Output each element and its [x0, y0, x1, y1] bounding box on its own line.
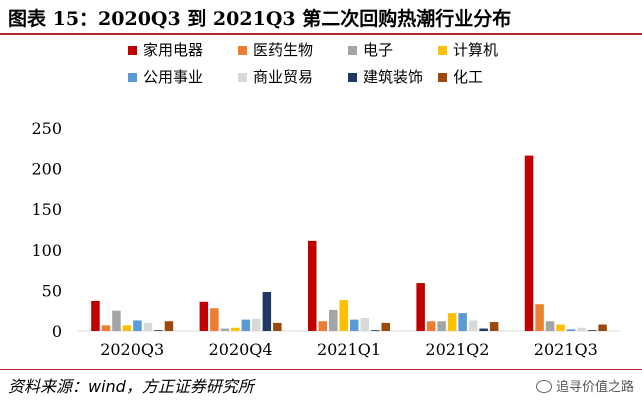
bar	[112, 310, 121, 331]
bar	[241, 319, 251, 331]
bar	[437, 321, 446, 331]
bar	[577, 327, 586, 331]
bar	[371, 330, 380, 331]
bar	[350, 319, 359, 331]
bar	[164, 321, 174, 331]
x-tick-label: 2021Q1	[317, 340, 381, 359]
bar	[91, 300, 100, 331]
bar	[360, 318, 369, 331]
legend-swatch	[438, 46, 447, 55]
bar	[143, 322, 153, 331]
bar	[122, 325, 132, 331]
bar	[199, 301, 209, 331]
x-tick-label: 2021Q2	[425, 340, 489, 359]
legend-swatch	[438, 73, 447, 82]
source-note: 资料来源：wind，方正证券研究所	[8, 377, 254, 396]
legend-label: 公用事业	[143, 68, 203, 86]
legend-label: 家用电器	[143, 41, 203, 59]
legend-label: 医药生物	[253, 41, 313, 59]
bar	[556, 324, 565, 331]
y-tick-label: 100	[31, 241, 62, 260]
bar	[468, 320, 478, 331]
legend-label: 建筑装饰	[363, 68, 423, 86]
bar	[210, 308, 219, 331]
bar	[329, 309, 338, 331]
legend-label: 化工	[453, 68, 483, 86]
y-tick-label: 200	[31, 160, 62, 179]
bar	[535, 304, 544, 331]
bar	[566, 329, 576, 331]
chart-title: 图表 15：2020Q3 到 2021Q3 第二次回购热潮行业分布	[8, 8, 512, 30]
bar	[252, 318, 261, 331]
bar	[339, 300, 348, 331]
legend-swatch	[348, 73, 357, 82]
bar	[262, 292, 272, 331]
bar	[308, 240, 317, 331]
bar	[524, 155, 534, 331]
bar	[231, 327, 240, 331]
bar	[318, 321, 327, 331]
bar	[489, 322, 499, 331]
wechat-icon	[535, 380, 552, 393]
bar	[381, 322, 390, 331]
watermark: 追寻价值之路	[535, 376, 634, 395]
x-tick-label: 2020Q3	[100, 340, 164, 359]
y-tick-label: 250	[31, 119, 62, 138]
bar	[587, 330, 597, 331]
legend-label: 电子	[363, 41, 393, 59]
bar	[545, 321, 555, 331]
watermark-text: 追寻价值之路	[555, 380, 634, 395]
y-tick-label: 150	[31, 200, 62, 219]
legend-label: 计算机	[453, 41, 498, 59]
legend-swatch	[238, 46, 247, 55]
bar	[154, 330, 163, 331]
bar	[220, 328, 230, 331]
bar	[133, 320, 142, 331]
legend-swatch	[128, 46, 137, 55]
bar	[458, 313, 467, 331]
legend-swatch	[128, 73, 137, 82]
bar	[426, 321, 436, 331]
y-tick-label: 0	[52, 322, 62, 341]
y-tick-label: 50	[42, 281, 62, 300]
bar	[101, 325, 111, 331]
bar	[447, 313, 457, 331]
legend-label: 商业贸易	[253, 68, 313, 86]
x-tick-label: 2020Q4	[209, 340, 273, 359]
legend-swatch	[238, 73, 247, 82]
bar	[598, 324, 607, 331]
bar	[416, 283, 425, 331]
x-tick-label: 2021Q3	[534, 340, 598, 359]
title-rule	[0, 33, 642, 35]
bar	[479, 328, 488, 331]
bar	[273, 322, 282, 331]
legend-swatch	[348, 46, 357, 55]
source-rule	[0, 369, 642, 370]
